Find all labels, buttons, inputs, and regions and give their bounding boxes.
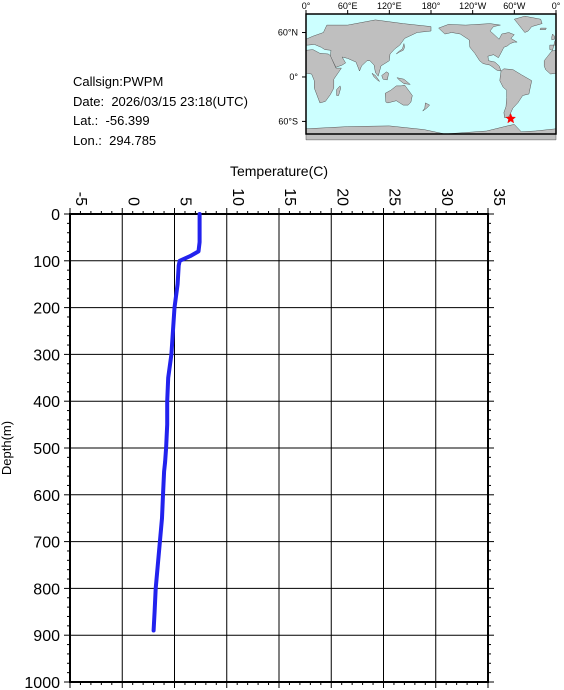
- land-south-america: [499, 68, 532, 118]
- land-antarctica: [305, 124, 557, 141]
- lon-value: 294.785: [109, 132, 157, 148]
- land-new-guinea: [396, 77, 412, 85]
- land-greenland: [513, 15, 543, 33]
- land-north-america: [438, 23, 519, 72]
- map-lat-label: 60°S: [278, 116, 298, 126]
- y-axis-title: Depth(m): [0, 421, 14, 475]
- x-tick-label: 25: [386, 188, 403, 206]
- chart-grid: [69, 213, 489, 683]
- plot-frame: [69, 213, 489, 683]
- y-tick-label: 400: [33, 394, 60, 411]
- station-marker-icon: [505, 113, 517, 124]
- y-tick-label: 900: [33, 628, 60, 645]
- y-tick-label: 0: [51, 207, 60, 224]
- x-tick-label: 15: [281, 188, 298, 206]
- land-africa-east: [305, 49, 342, 104]
- map-lon-label: 0°: [552, 1, 561, 11]
- y-tick-label: 800: [33, 581, 60, 598]
- temperature-profile-line: [151, 212, 202, 633]
- callsign-value: PWPM: [122, 74, 164, 89]
- land-iceland: [539, 27, 547, 30]
- land-sumatra: [371, 73, 380, 82]
- land-borneo: [381, 71, 389, 81]
- map-lon-label: 60°E: [338, 1, 358, 11]
- y-tick-label: 500: [33, 441, 60, 458]
- y-tick-label: 700: [33, 535, 60, 552]
- y-tick-label: 300: [33, 347, 60, 364]
- lon-label: Lon.:: [73, 132, 102, 148]
- land-japan: [396, 43, 405, 55]
- date-value: 2026/03/15 23:18(UTC): [111, 93, 248, 109]
- map-lon-label: 180°: [422, 1, 441, 11]
- map-lon-label: 120°E: [377, 1, 402, 11]
- x-tick-label: -5: [72, 192, 89, 206]
- land-madagascar: [336, 85, 341, 96]
- lat-row: Lat.: -56.399: [73, 111, 248, 131]
- y-tick-label: 100: [33, 254, 60, 271]
- x-tick-label: 35: [490, 188, 507, 206]
- map-lon-label: 0°: [302, 1, 311, 11]
- land-new-zealand: [422, 102, 431, 112]
- callsign-label: Callsign:: [73, 74, 123, 89]
- x-axis-title: Temperature(C): [230, 163, 328, 179]
- y-tick-label: 200: [33, 301, 60, 318]
- x-tick-label: 5: [177, 197, 194, 206]
- map-lon-label: 120°W: [459, 1, 487, 11]
- station-info: Callsign:PWPM Date: 2026/03/15 23:18(UTC…: [73, 72, 248, 150]
- callsign-row: Callsign:PWPM: [73, 72, 248, 92]
- map-lat-label: 0°: [289, 72, 298, 82]
- map-lon-label: 60°W: [503, 1, 526, 11]
- y-tick-label: 1000: [24, 675, 60, 690]
- lat-label: Lat.:: [73, 113, 99, 128]
- x-tick-label: 10: [229, 188, 246, 206]
- x-tick-label: 0: [124, 197, 141, 206]
- x-tick-label: 20: [333, 188, 350, 206]
- x-tick-label: 30: [438, 188, 455, 206]
- y-tick-label: 600: [33, 488, 60, 505]
- date-row: Date: 2026/03/15 23:18(UTC): [73, 92, 248, 112]
- lat-value: -56.399: [105, 113, 150, 128]
- lon-row: Lon.: 294.785: [73, 131, 248, 151]
- land-britain: [551, 33, 555, 41]
- land-africa-west: [543, 50, 557, 75]
- land-eurasia-east: [305, 19, 432, 77]
- map-lat-label: 60°N: [278, 28, 298, 38]
- land-australia: [384, 84, 413, 106]
- date-label: Date:: [73, 93, 105, 109]
